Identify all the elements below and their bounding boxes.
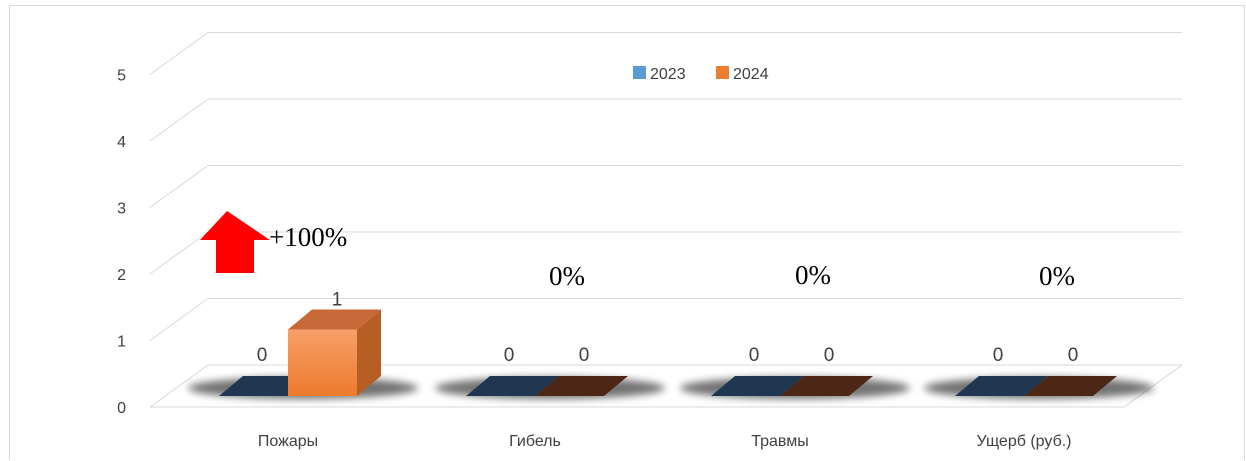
bar-2024-1: [535, 376, 628, 396]
gridline-side-4: [149, 98, 209, 142]
y-tick-label: 0: [117, 400, 126, 417]
category-label: Гибель: [509, 433, 561, 450]
category-label: Пожары: [258, 433, 318, 450]
bars: [219, 309, 1117, 396]
legend-swatch-2024: [716, 66, 729, 79]
bar-side-2024-0: [357, 309, 381, 396]
change-annotations: +100% 0% 0% 0%: [200, 211, 1075, 291]
data-label-2023-1: 0: [504, 345, 515, 366]
annotation-travmy: 0%: [795, 260, 831, 290]
floor-right-edge: [1123, 364, 1183, 408]
y-tick-label: 4: [117, 134, 126, 151]
legend: 2023 2024: [633, 66, 769, 83]
chart-frame: [9, 5, 1245, 460]
legend-label-2023: 2023: [650, 66, 686, 83]
bar-2023-2: [711, 376, 804, 396]
gridline-side-1: [149, 298, 209, 341]
y-axis: 0 1 2 3 4 5: [117, 68, 126, 418]
data-label-2024-3: 0: [1068, 345, 1079, 366]
data-label-2023-2: 0: [749, 345, 760, 366]
annotation-pozhary: +100%: [269, 222, 347, 252]
bar-2024-3: [1024, 376, 1117, 396]
data-labels: 0 1 0 0 0 0 0 0: [257, 290, 1079, 367]
data-label-2024-1: 0: [579, 345, 590, 366]
y-tick-label: 2: [117, 267, 126, 284]
category-label: Ущерб (руб.): [977, 433, 1072, 450]
y-tick-label: 3: [117, 201, 126, 218]
gridline-side-3: [149, 165, 209, 208]
bar-2023-3: [955, 376, 1048, 396]
annotation-usherb: 0%: [1039, 261, 1075, 291]
category-label: Травмы: [751, 433, 809, 450]
up-arrow-icon: [200, 211, 270, 273]
y-tick-label: 5: [117, 68, 126, 85]
bar-2023-1: [466, 376, 559, 396]
data-label-2024-0: 1: [332, 290, 343, 311]
bar-2024-0: [288, 329, 357, 396]
data-label-2023-3: 0: [993, 345, 1004, 366]
bar-top-2024-0: [288, 309, 381, 330]
gridline-side-5: [149, 32, 209, 75]
annotation-gibel: 0%: [549, 261, 585, 291]
x-axis-categories: Пожары Гибель Травмы Ущерб (руб.): [258, 433, 1072, 450]
gridline-side-0: [149, 364, 209, 408]
data-label-2024-2: 0: [824, 345, 835, 366]
legend-swatch-2023: [633, 66, 646, 79]
data-label-2023-0: 0: [257, 345, 268, 366]
y-tick-label: 1: [117, 334, 126, 351]
gridline-side-2: [149, 231, 209, 275]
legend-label-2024: 2024: [733, 66, 769, 83]
bar-2024-2: [780, 376, 873, 396]
